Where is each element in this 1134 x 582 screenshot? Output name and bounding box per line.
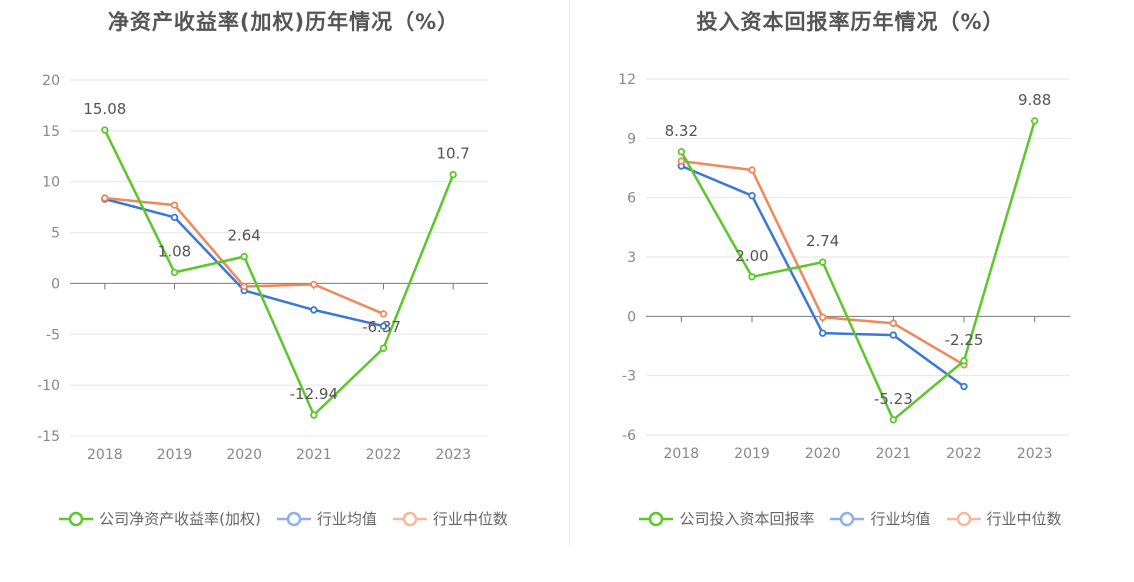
data-point [818,329,827,337]
x-tick-label: 2019 [157,447,193,463]
y-tick-label: 3 [627,250,636,266]
data-point [310,280,318,289]
legend-line-icon [392,511,427,526]
y-tick-label: -10 [37,378,60,394]
legend-item-industry-mean[interactable]: 行业均值 [830,508,931,529]
series-line [680,164,965,388]
y-tick-label: 0 [51,276,60,292]
legend-line-icon [639,511,674,526]
data-label: 2.74 [806,232,839,250]
data-point [379,344,388,352]
x-tick-label: 2018 [664,446,700,462]
data-point [677,148,686,156]
legend-label: 公司净资产收益率(加权) [99,510,261,528]
data-point [889,331,898,339]
data-label: 15.08 [83,100,126,118]
data-point [677,157,686,165]
x-tick-label: 2021 [296,447,332,463]
roe-chart-panel: 净资产收益率(加权)历年情况（%） 20 15 10 5 0 -5 -10 -15 2018 20… [0,10,567,529]
data-point [101,126,109,134]
data-label: 8.32 [665,122,698,140]
legend-item-industry-mean[interactable]: 行业均值 [276,508,377,529]
x-tick-label: 2022 [946,446,982,462]
x-tick-label: 2020 [805,446,841,462]
legend-item-industry-median[interactable]: 行业中位数 [946,508,1062,529]
legend-label: 公司投入资本回报率 [679,510,815,528]
series-line [103,129,455,417]
x-tick-label: 2020 [226,447,262,463]
data-label: -5.23 [874,390,913,408]
data-point [310,306,318,314]
data-point [889,416,898,424]
legend-line-icon [276,511,311,526]
y-tick-label: 5 [51,226,60,242]
roic-chart-panel: 投入资本回报率历年情况（%） 12 9 6 3 0 -3 -6 2018 2019 2020 202… [567,0,1134,582]
legend-label: 行业均值 [870,510,931,528]
legend-item-industry-median[interactable]: 行业中位数 [392,508,508,529]
data-point [240,282,248,291]
chart-legend: 公司投入资本回报率 行业均值 行业中位数 [567,508,1134,529]
y-tick-label: 0 [627,309,636,325]
y-tick-label: -3 [622,369,636,385]
data-point [818,258,827,266]
chart-legend: 公司净资产收益率(加权) 行业均值 行业中位数 [0,508,567,529]
y-tick-label: 9 [627,131,636,147]
y-tick-label: -6 [622,428,636,444]
x-tick-label: 2023 [435,447,471,463]
roic-line-chart: 12 9 6 3 0 -3 -6 2018 2019 2020 2021 2022 2023 8.32 2.… [618,72,1070,462]
data-label: -2.25 [945,331,984,349]
data-point [960,357,968,365]
x-tick-label: 2022 [366,447,402,463]
y-tick-label: 10 [42,175,60,191]
series-line [680,120,1036,422]
legend-label: 行业均值 [316,510,377,528]
data-point [170,268,179,277]
legend-item-company[interactable]: 公司投入资本回报率 [639,508,814,529]
data-point [240,252,248,261]
y-tick-label: -15 [37,429,60,445]
data-point [748,273,756,281]
data-label: 1.08 [158,242,191,260]
data-label: 2.00 [735,247,768,265]
y-tick-label: 20 [42,73,60,89]
data-label: 2.64 [227,227,260,245]
y-tick-label: 6 [627,191,636,207]
data-point [170,213,179,222]
data-point [449,170,457,179]
legend-line-icon [946,511,981,526]
y-tick-label: 12 [618,72,636,88]
y-tick-label: 15 [42,124,60,140]
data-point [748,166,756,174]
data-point [170,201,179,209]
data-point [101,194,109,202]
x-tick-label: 2023 [1017,446,1053,462]
legend-label: 行业中位数 [986,510,1062,528]
legend-line-icon [59,511,94,526]
data-point [1030,117,1039,125]
x-tick-label: 2019 [734,446,770,462]
data-point [818,313,827,322]
data-label: 9.88 [1018,91,1051,109]
x-tick-label: 2021 [876,446,912,462]
legend-item-company[interactable]: 公司净资产收益率(加权) [59,508,261,529]
data-point [748,191,756,200]
data-point [960,382,968,391]
x-tick-label: 2018 [87,447,123,463]
chart-title: 净资产收益率(加权)历年情况（%） [107,10,460,34]
data-point [379,322,388,330]
y-tick-label: -5 [46,327,60,343]
data-label: 10.7 [436,145,469,163]
legend-line-icon [830,511,865,526]
panel-divider [569,0,570,545]
legend-label: 行业中位数 [432,510,508,528]
data-point [310,411,318,419]
roe-line-chart: 20 15 10 5 0 -5 -10 -15 2018 2019 2020 2021 2022 2023… [37,73,488,463]
data-point [889,319,898,327]
data-point [379,310,388,318]
data-label: -12.94 [290,385,338,403]
chart-title: 投入资本回报率历年情况（%） [696,10,1005,34]
data-label: -6.37 [362,318,401,336]
